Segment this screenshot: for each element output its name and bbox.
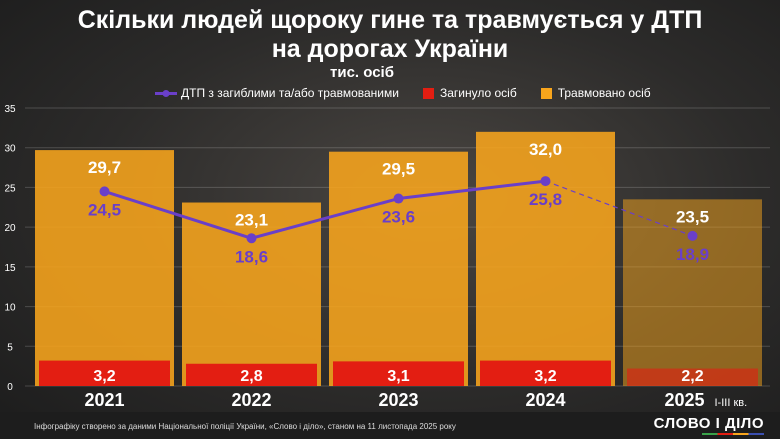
y-tick-label: 25 — [4, 183, 16, 194]
line-point — [540, 176, 551, 187]
y-tick-label: 35 — [4, 104, 16, 115]
y-tick-label: 10 — [4, 303, 16, 314]
line-point — [246, 233, 257, 244]
footer-note: Інфографіку створено за даними Національ… — [34, 422, 456, 431]
title-line-2: на дорогах України — [271, 35, 509, 63]
y-tick-label: 0 — [7, 382, 13, 393]
injured-label: 29,7 — [88, 158, 121, 177]
x-tick-label: 2023 — [378, 390, 418, 410]
injured-label: 32,0 — [529, 140, 562, 159]
legend-item-accidents: ДТП з загиблими та/або травмованими — [155, 86, 399, 100]
y-tick-label: 5 — [7, 342, 13, 353]
injured-bar — [623, 199, 762, 386]
line-marker-icon — [155, 89, 177, 97]
unit-label: тис. осіб — [330, 64, 394, 81]
killed-label: 3,1 — [387, 368, 409, 385]
killed-bar — [627, 368, 758, 386]
injured-bar — [35, 150, 174, 386]
killed-label: 3,2 — [534, 368, 556, 385]
injured-label: 23,1 — [235, 211, 268, 230]
logo: СЛОВО І ДІЛО — [653, 415, 764, 432]
killed-bar — [480, 360, 611, 386]
legend-item-killed: Загинуло осіб — [422, 86, 517, 100]
line-point — [99, 186, 110, 197]
killed-label: 2,2 — [681, 368, 703, 385]
legend: ДТП з загиблими та/або травмованими Заги… — [155, 86, 675, 100]
injured-bar — [329, 151, 468, 386]
line-point — [393, 193, 404, 204]
killed-label: 2,8 — [240, 368, 262, 385]
y-tick-label: 15 — [4, 263, 16, 274]
injured-bar — [476, 131, 615, 386]
killed-bar — [333, 361, 464, 386]
legend-label: Загинуло осіб — [439, 86, 517, 100]
legend-swatch — [422, 87, 434, 99]
y-tick-label: 30 — [4, 144, 16, 155]
footer: Інфографіку створено за даними Національ… — [0, 412, 780, 439]
line-segment — [104, 189, 252, 240]
title-line-1: Скільки людей щороку гине та травмується… — [77, 6, 703, 34]
killed-label: 3,2 — [93, 368, 115, 385]
x-tick-label: 2024 — [525, 390, 565, 410]
x-tick-label: 2025 — [664, 390, 704, 410]
line-label: 18,6 — [235, 247, 268, 266]
line-label: 18,9 — [676, 245, 709, 264]
line-segment — [251, 197, 399, 240]
logo-underline — [702, 433, 764, 435]
chart-title: Скільки людей щороку гине та травмується… — [0, 6, 780, 64]
chart-plot: 0510152025303529,73,2202123,12,8202229,5… — [4, 104, 762, 410]
legend-swatch — [540, 87, 552, 99]
x-tick-label: 2021 — [84, 390, 124, 410]
legend-label: Травмовано осіб — [557, 86, 651, 100]
line-label: 23,6 — [382, 208, 415, 227]
legend-item-injured: Травмовано осіб — [540, 86, 651, 100]
injured-label: 29,5 — [382, 160, 415, 179]
killed-bar — [186, 363, 317, 386]
injured-bar — [182, 202, 321, 386]
line-point — [687, 230, 698, 241]
legend-label: ДТП з загиблими та/або травмованими — [181, 86, 399, 100]
x-tick-label: 2022 — [231, 390, 271, 410]
killed-bar — [39, 360, 170, 386]
y-tick-label: 20 — [4, 223, 16, 234]
line-label: 24,5 — [88, 200, 121, 219]
x-tick-suffix: I-III кв. — [715, 397, 748, 409]
injured-label: 23,5 — [676, 207, 709, 226]
line-label: 25,8 — [529, 190, 562, 209]
line-segment — [545, 180, 693, 237]
line-segment — [398, 179, 546, 201]
